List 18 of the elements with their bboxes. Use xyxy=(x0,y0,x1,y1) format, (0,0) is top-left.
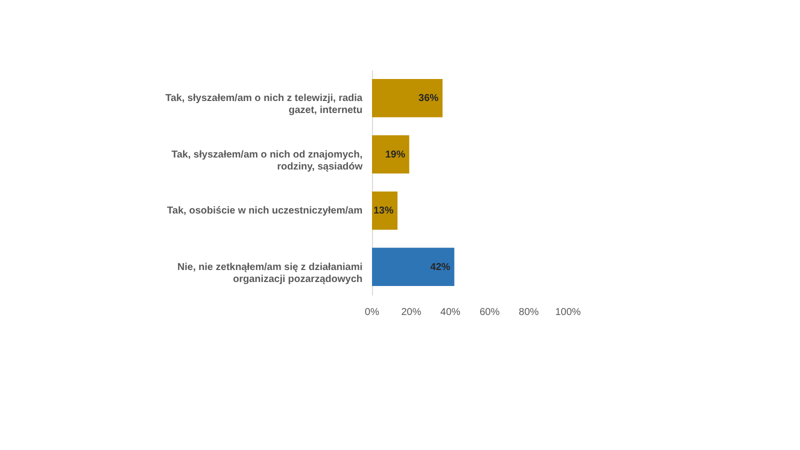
x-tick-label: 80% xyxy=(518,307,539,318)
x-tick-label: 100% xyxy=(555,307,581,318)
data-label: 42% xyxy=(430,262,450,273)
data-label: 19% xyxy=(385,149,406,160)
bar xyxy=(372,135,410,174)
bar xyxy=(372,192,398,230)
x-tick-label: 0% xyxy=(364,307,380,318)
y-tick-label: Tak, osobiście w nich uczestniczyłem/am xyxy=(167,206,363,217)
bar xyxy=(372,248,454,286)
x-tick-label: 40% xyxy=(440,307,461,318)
x-tick-label: 60% xyxy=(480,307,500,318)
x-tick-label: 20% xyxy=(401,307,422,318)
y-tick-label: Tak, słyszałem/am o nich od znajomych, rodziny, sąsiadów xyxy=(172,149,363,172)
bar xyxy=(372,79,443,118)
data-label: 13% xyxy=(373,206,394,217)
y-tick-label: Nie, nie zetknąłem/am się z działaniami organizacji pozarządowych xyxy=(177,262,363,285)
data-label: 36% xyxy=(418,93,439,104)
y-tick-label: Tak, słyszałem/am o nich z telewizji, radia gazet, internetu xyxy=(165,93,363,116)
